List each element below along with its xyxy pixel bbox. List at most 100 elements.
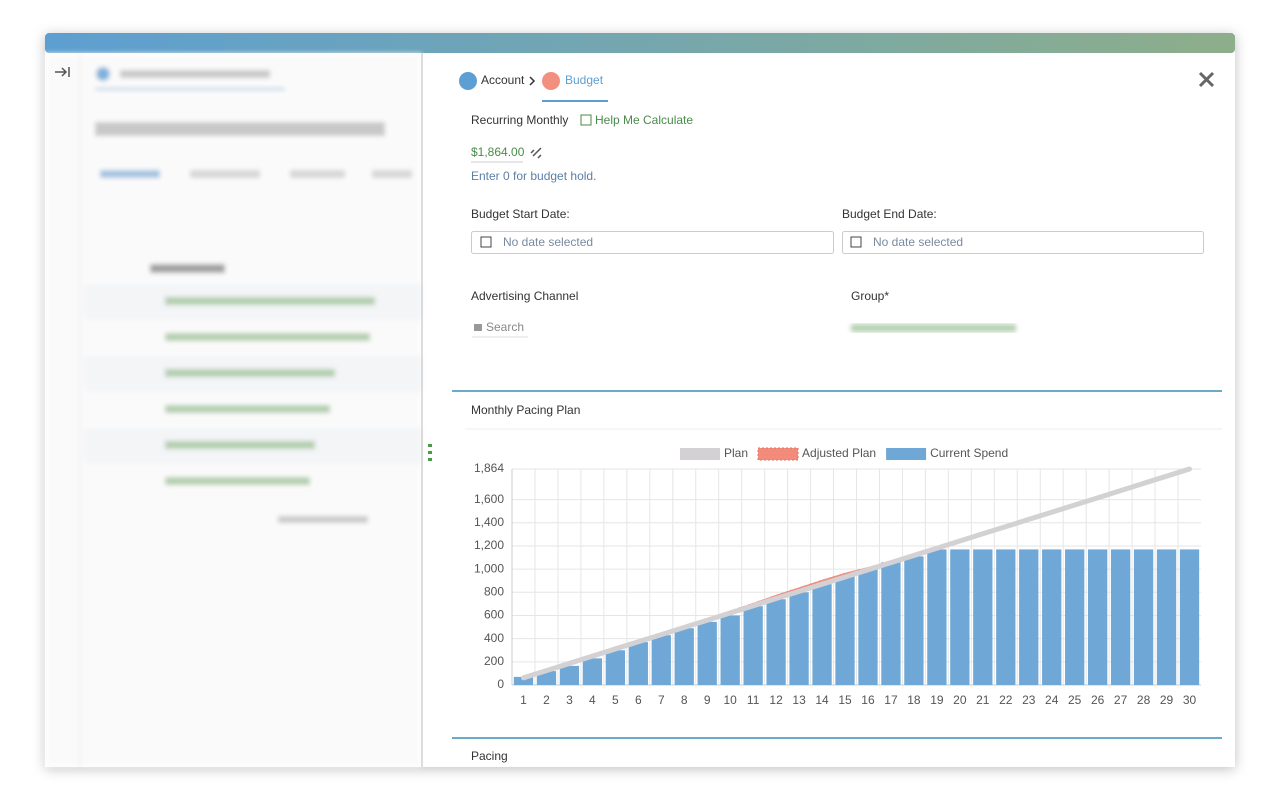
bar xyxy=(743,606,763,685)
calendar-icon xyxy=(480,236,492,248)
bar xyxy=(1133,549,1154,685)
bar xyxy=(766,599,786,685)
date-placeholder: No date selected xyxy=(503,235,593,249)
left-panel xyxy=(45,53,422,767)
x-tick-label: 7 xyxy=(658,693,665,707)
breadcrumb-separator xyxy=(529,76,536,86)
calendar-icon xyxy=(850,236,862,248)
legend-swatch xyxy=(757,447,799,461)
section-title: Pacing xyxy=(471,749,508,763)
y-tick-label: 1,200 xyxy=(474,538,504,552)
x-tick-label: 1 xyxy=(520,693,527,707)
x-tick-label: 30 xyxy=(1183,693,1197,707)
x-tick-label: 25 xyxy=(1068,693,1082,707)
x-tick-label: 20 xyxy=(953,693,967,707)
y-tick-label: 1,864 xyxy=(474,461,504,475)
y-tick-label: 200 xyxy=(484,654,504,668)
active-underline xyxy=(542,100,608,102)
account-icon xyxy=(459,72,477,90)
y-tick-label: 400 xyxy=(484,631,504,645)
x-tick-label: 26 xyxy=(1091,693,1105,707)
amount-value[interactable]: $1,864.00 xyxy=(471,145,525,159)
y-tick-label: 1,600 xyxy=(474,492,504,506)
field-label: Advertising Channel xyxy=(471,289,578,303)
x-tick-label: 5 xyxy=(612,693,619,707)
y-tick-label: 600 xyxy=(484,608,504,622)
x-tick-label: 16 xyxy=(861,693,875,707)
bar xyxy=(628,642,648,685)
field-label: Budget Start Date: xyxy=(471,207,570,221)
date-input[interactable] xyxy=(842,231,1204,254)
x-tick-label: 2 xyxy=(543,693,550,707)
bar xyxy=(881,562,901,685)
chart-title: Monthly Pacing Plan xyxy=(471,403,580,417)
breadcrumb-item[interactable]: Account xyxy=(481,73,525,87)
bar xyxy=(697,621,717,685)
x-tick-label: 9 xyxy=(704,693,711,707)
legend-swatch xyxy=(886,448,927,460)
x-tick-label: 12 xyxy=(769,693,783,707)
x-tick-label: 27 xyxy=(1114,693,1128,707)
x-tick-label: 4 xyxy=(589,693,596,707)
legend-swatch xyxy=(680,448,720,460)
x-tick-label: 3 xyxy=(566,693,573,707)
bar xyxy=(651,635,671,685)
x-tick-label: 10 xyxy=(724,693,738,707)
resize-handle[interactable] xyxy=(428,444,432,461)
bar xyxy=(789,592,809,685)
close-button[interactable] xyxy=(1198,71,1215,88)
bar xyxy=(720,615,740,685)
bar xyxy=(582,658,603,685)
x-tick-label: 11 xyxy=(747,693,760,707)
bar xyxy=(674,628,694,685)
top-bar xyxy=(45,33,1235,53)
field-label: Group* xyxy=(851,289,889,303)
bar xyxy=(1042,549,1062,685)
bar xyxy=(927,549,947,685)
date-input[interactable] xyxy=(471,231,834,254)
breadcrumb-item[interactable]: Budget xyxy=(565,73,604,87)
x-tick-label: 6 xyxy=(635,693,642,707)
lock-icon xyxy=(474,324,482,331)
x-tick-label: 29 xyxy=(1160,693,1174,707)
bar xyxy=(835,576,855,685)
bar xyxy=(973,549,993,685)
bar xyxy=(858,569,878,685)
bar xyxy=(1019,549,1039,685)
help-link[interactable]: Help Me Calculate xyxy=(595,113,693,127)
line xyxy=(520,466,1193,681)
x-tick-label: 19 xyxy=(930,693,944,707)
legend-label: Adjusted Plan xyxy=(802,446,876,460)
calculator-icon xyxy=(580,114,592,126)
collapse-icon[interactable] xyxy=(55,67,70,77)
channel-value: Search xyxy=(486,320,524,334)
y-tick-label: 0 xyxy=(497,677,504,691)
x-tick-label: 24 xyxy=(1045,693,1059,707)
date-placeholder: No date selected xyxy=(873,235,963,249)
bar xyxy=(950,549,970,685)
bar xyxy=(996,549,1016,685)
x-tick-label: 14 xyxy=(815,693,829,707)
y-tick-label: 800 xyxy=(484,584,504,598)
field-label: Budget End Date: xyxy=(842,207,937,221)
bar xyxy=(1156,549,1177,685)
x-tick-label: 8 xyxy=(681,693,688,707)
budget-icon xyxy=(542,72,560,90)
bar xyxy=(1065,549,1085,685)
x-tick-label: 22 xyxy=(999,693,1013,707)
x-tick-label: 13 xyxy=(792,693,806,707)
y-tick-label: 1,000 xyxy=(474,561,504,575)
x-tick-label: 15 xyxy=(838,693,852,707)
legend-label: Plan xyxy=(724,446,748,460)
bar xyxy=(513,676,534,685)
hint: Enter 0 for budget hold. xyxy=(471,169,596,183)
link-icon[interactable] xyxy=(530,147,542,159)
bar xyxy=(812,584,832,685)
bar xyxy=(1110,549,1131,685)
bar xyxy=(605,650,625,685)
bar xyxy=(1179,549,1200,685)
x-tick-label: 18 xyxy=(907,693,921,707)
x-tick-label: 17 xyxy=(884,693,898,707)
